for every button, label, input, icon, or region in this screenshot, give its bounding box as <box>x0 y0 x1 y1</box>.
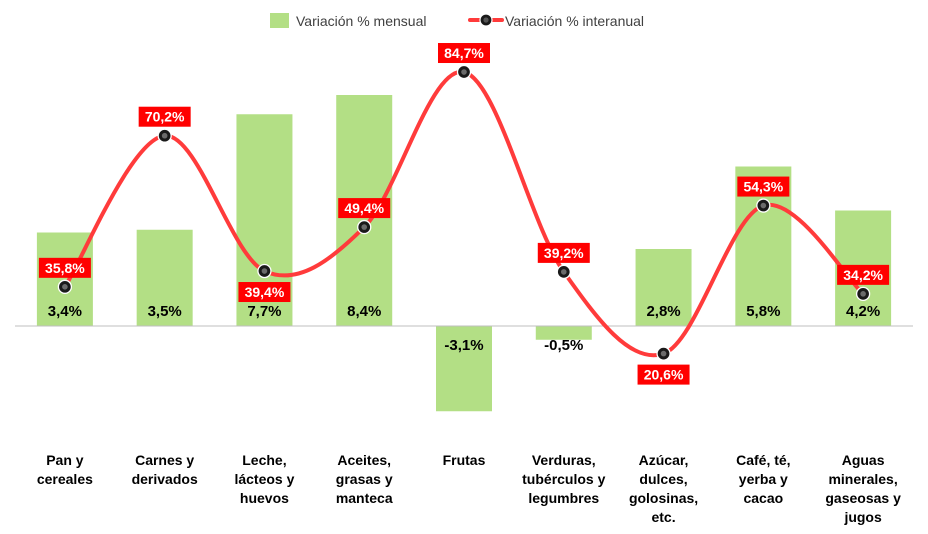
category-label: lácteos y <box>234 471 294 487</box>
legend-label-monthly: Variación % mensual <box>296 13 426 29</box>
line-data-label: 39,4% <box>245 284 285 300</box>
bar-data-label: 5,8% <box>746 303 780 320</box>
line-point-center <box>62 284 68 290</box>
category-label: Leche, <box>242 452 286 468</box>
line-point-center <box>560 269 567 275</box>
category-label: yerba y <box>739 471 788 487</box>
bar-data-label: 3,5% <box>148 303 182 320</box>
bar-data-label: 3,4% <box>48 303 82 320</box>
category-label: huevos <box>240 490 289 506</box>
category-label: cacao <box>743 490 783 506</box>
category-label: jugos <box>843 509 882 525</box>
bar-data-label: 4,2% <box>846 303 880 320</box>
bar <box>635 249 692 326</box>
category-label: golosinas, <box>629 490 698 506</box>
bar-data-label: 2,8% <box>646 303 680 320</box>
category-label: Pan y <box>46 452 84 468</box>
category-label: cereales <box>37 471 93 487</box>
line-point-center <box>760 202 767 209</box>
line-data-label: 70,2% <box>145 109 185 125</box>
line-data-label-box <box>338 198 391 219</box>
line-data-label: 20,6% <box>644 367 684 383</box>
chart-legend: Variación % mensual Variación % interanu… <box>270 13 644 29</box>
category-label: gaseosas y <box>825 490 901 506</box>
category-label: derivados <box>132 471 198 487</box>
bar-data-label: -3,1% <box>444 337 483 354</box>
line-point-center <box>161 132 168 139</box>
bar <box>535 326 592 340</box>
line-data-label-box <box>537 242 590 263</box>
line-data-label-box <box>837 264 890 285</box>
category-label: Carnes y <box>135 452 194 468</box>
line-data-label: 84,7% <box>444 45 484 61</box>
category-label: etc. <box>651 509 675 525</box>
line-data-label: 34,2% <box>843 267 883 283</box>
line-data-label: 49,4% <box>344 200 384 216</box>
category-label: minerales, <box>828 471 897 487</box>
bar <box>136 229 193 326</box>
category-label: dulces, <box>639 471 687 487</box>
line-data-label: 39,2% <box>544 245 584 261</box>
bar-data-labels: 3,4% 3,5% 7,7% 8,4% -3,1% -0,5% 2,8% 5,8% 4,2% <box>48 303 880 354</box>
line-series: 35,8% 70,2% 39,4% 49,4% 84,7% 39,2% 20,6% 54,3%… <box>38 43 890 385</box>
legend-swatch-marker-inner <box>483 17 489 23</box>
line-data-label-box <box>637 364 690 385</box>
category-label: manteca <box>336 490 393 506</box>
line-data-label-box <box>38 257 91 278</box>
category-label: Verduras, <box>532 452 596 468</box>
line-point-center <box>660 350 667 357</box>
line-point-center <box>261 268 268 274</box>
category-label: Aguas <box>842 452 885 468</box>
bar-data-label: 8,4% <box>347 303 381 320</box>
category-label: Azúcar, <box>639 452 689 468</box>
bar <box>436 326 492 412</box>
line-data-label-box <box>737 176 790 197</box>
line-data-label-box <box>138 106 191 127</box>
line-point-center <box>361 224 368 230</box>
category-labels: Pan y cereales Carnes y derivados Leche, láct… <box>37 452 901 525</box>
line-data-label-box <box>438 43 490 64</box>
legend-label-yearly: Variación % interanual <box>505 13 644 29</box>
line-point-center <box>461 69 467 75</box>
category-label: Café, té, <box>736 452 790 468</box>
line-data-label: 35,8% <box>45 260 85 276</box>
line-data-label-box <box>238 282 291 303</box>
category-label: tubérculos y <box>522 471 605 487</box>
bar-data-label: -0,5% <box>544 337 583 354</box>
legend-swatch-monthly <box>270 13 289 28</box>
line-data-label: 54,3% <box>743 179 783 195</box>
bar-data-label: 7,7% <box>247 303 281 320</box>
category-label: Frutas <box>443 452 486 468</box>
category-label: legumbres <box>528 490 599 506</box>
line-point-center <box>860 291 866 297</box>
category-label: grasas y <box>336 471 393 487</box>
category-label: Aceites, <box>337 452 391 468</box>
